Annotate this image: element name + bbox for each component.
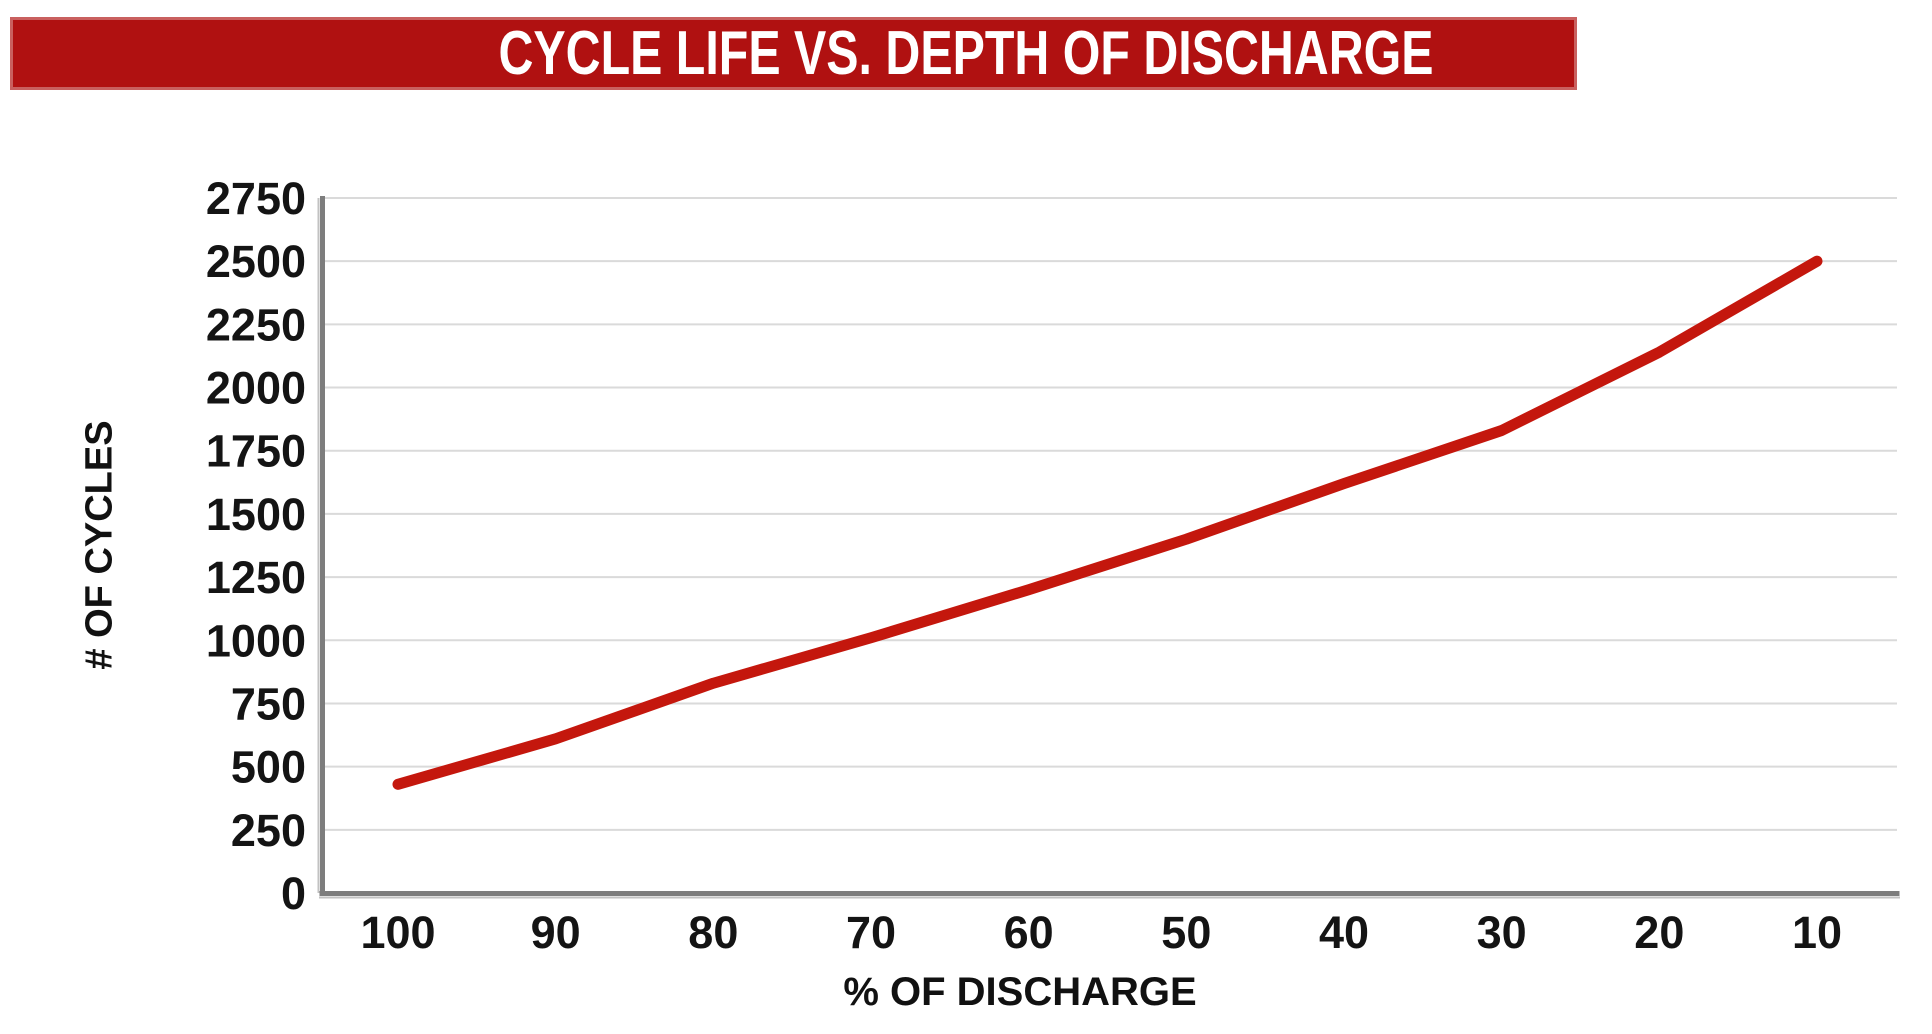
title-banner bbox=[10, 17, 1577, 90]
x-tick-label: 100 bbox=[360, 907, 435, 958]
y-axis-title: # OF CYCLES bbox=[78, 420, 121, 670]
x-tick-label: 90 bbox=[531, 907, 581, 958]
y-tick-label: 1250 bbox=[206, 552, 306, 603]
x-tick-label: 80 bbox=[688, 907, 738, 958]
y-tick-label: 250 bbox=[231, 805, 306, 856]
x-tick-label: 50 bbox=[1161, 907, 1211, 958]
x-tick-label: 40 bbox=[1319, 907, 1369, 958]
x-axis-title: % OF DISCHARGE bbox=[843, 970, 1197, 1014]
y-tick-label: 2000 bbox=[206, 363, 306, 414]
x-tick-label: 20 bbox=[1634, 907, 1684, 958]
y-tick-label: 500 bbox=[231, 742, 306, 793]
y-tick-label: 0 bbox=[281, 868, 306, 919]
x-tick-label: 10 bbox=[1792, 907, 1842, 958]
x-tick-label: 60 bbox=[1004, 907, 1054, 958]
x-tick-label: 30 bbox=[1477, 907, 1527, 958]
y-tick-label: 1500 bbox=[206, 489, 306, 540]
y-tick-label: 2500 bbox=[206, 236, 306, 287]
y-tick-label: 750 bbox=[231, 678, 306, 729]
y-tick-label: 1000 bbox=[206, 615, 306, 666]
y-tick-label: 2250 bbox=[206, 299, 306, 350]
cycle-life-line bbox=[392, 255, 1823, 790]
chart-title: CYCLE LIFE VS. DEPTH OF DISCHARGE bbox=[498, 19, 1434, 88]
y-tick-label: 1750 bbox=[206, 426, 306, 477]
x-tick-label: 70 bbox=[846, 907, 896, 958]
y-tick-label: 2750 bbox=[206, 173, 306, 224]
